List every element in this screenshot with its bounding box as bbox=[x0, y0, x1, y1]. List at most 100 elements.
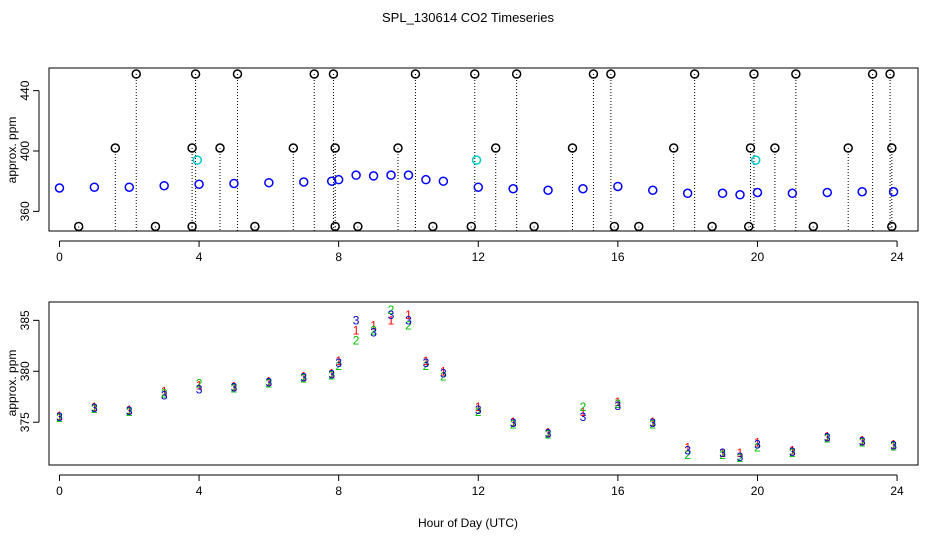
data-point bbox=[187, 221, 197, 232]
data-point-label: 3 bbox=[859, 435, 866, 449]
bottom-x-tick-label: 4 bbox=[196, 484, 203, 498]
bottom-x-tick-label: 16 bbox=[611, 484, 625, 498]
data-point bbox=[353, 221, 363, 232]
data-point-label: 3 bbox=[737, 450, 744, 464]
data-point-label: 2 bbox=[719, 448, 726, 462]
data-point bbox=[333, 174, 344, 185]
data-point bbox=[885, 69, 895, 79]
data-point-label: 3 bbox=[353, 313, 360, 327]
data-point-label: 3 bbox=[388, 308, 395, 322]
data-point bbox=[470, 69, 480, 79]
data-point-label: 3 bbox=[231, 381, 238, 395]
data-point-label: 1 bbox=[196, 379, 203, 393]
top-y-tick-label: 360 bbox=[18, 201, 32, 221]
data-point bbox=[124, 182, 135, 192]
data-point bbox=[466, 221, 477, 232]
data-point bbox=[490, 143, 501, 153]
data-point-label: 1 bbox=[370, 318, 377, 332]
data-point bbox=[707, 221, 717, 232]
data-point-label: 1 bbox=[615, 395, 622, 409]
data-point bbox=[393, 143, 403, 153]
top-y-tick-label: 440 bbox=[18, 80, 32, 100]
data-point-label: 2 bbox=[510, 417, 517, 431]
data-point-label: 1 bbox=[91, 400, 98, 414]
data-point bbox=[578, 183, 588, 194]
data-point-label: 3 bbox=[405, 313, 412, 327]
data-point-label: 1 bbox=[423, 354, 430, 368]
data-point bbox=[808, 221, 819, 232]
data-point-label: 1 bbox=[789, 444, 796, 458]
bottom-x-tick-label: 12 bbox=[472, 484, 486, 498]
top-stems bbox=[78, 74, 893, 231]
bottom-y-tick-label: 380 bbox=[18, 361, 32, 381]
chart-title: SPL_130614 CO2 Timeseries bbox=[382, 10, 554, 25]
data-point-label: 2 bbox=[300, 371, 307, 385]
data-point bbox=[386, 170, 396, 180]
data-point-label: 2 bbox=[231, 382, 238, 396]
data-point-label: 2 bbox=[684, 448, 691, 462]
top-x-tick-label: 0 bbox=[56, 250, 63, 264]
data-point-label: 2 bbox=[126, 405, 133, 419]
data-point bbox=[473, 182, 484, 192]
data-point-label: 3 bbox=[580, 410, 587, 424]
top-x-tick-label: 24 bbox=[890, 250, 904, 264]
data-point-label: 1 bbox=[580, 405, 587, 419]
data-point-label: 2 bbox=[890, 440, 897, 454]
data-point-label: 1 bbox=[440, 364, 447, 378]
data-point bbox=[689, 69, 700, 79]
data-point bbox=[330, 143, 340, 153]
data-point bbox=[567, 143, 578, 153]
data-point bbox=[190, 69, 201, 79]
data-point-label: 2 bbox=[824, 432, 831, 446]
data-point bbox=[54, 183, 65, 193]
data-point bbox=[229, 178, 239, 189]
data-point-label: 1 bbox=[475, 400, 482, 414]
data-point bbox=[438, 176, 449, 186]
data-point-label: 3 bbox=[615, 399, 622, 413]
data-point bbox=[150, 221, 161, 232]
data-point-label: 1 bbox=[56, 409, 63, 423]
data-point-label: 3 bbox=[370, 326, 377, 340]
data-point-label: 3 bbox=[510, 416, 517, 430]
data-point-label: 1 bbox=[405, 308, 412, 322]
data-point bbox=[668, 143, 679, 153]
data-point-label: 3 bbox=[126, 404, 133, 418]
top-x-tick-label: 12 bbox=[472, 250, 486, 264]
data-point bbox=[770, 143, 780, 153]
data-point-label: 1 bbox=[161, 385, 168, 399]
data-point bbox=[750, 155, 761, 165]
data-point bbox=[588, 69, 599, 79]
bottom-x-tick-label: 0 bbox=[56, 484, 63, 498]
data-point bbox=[187, 143, 197, 153]
data-point-label: 1 bbox=[824, 429, 831, 443]
data-point-label: 1 bbox=[126, 403, 133, 417]
data-point-label: 3 bbox=[196, 383, 203, 397]
data-point bbox=[194, 179, 204, 189]
data-point-label: 3 bbox=[824, 430, 831, 444]
data-point bbox=[887, 221, 897, 232]
data-point-label: 3 bbox=[754, 438, 761, 452]
top-x-tick-label: 16 bbox=[611, 250, 625, 264]
data-point bbox=[717, 188, 728, 199]
bottom-plot-frame bbox=[48, 301, 919, 466]
data-point bbox=[634, 221, 644, 232]
data-point-label: 2 bbox=[615, 397, 622, 411]
data-point-label: 2 bbox=[545, 427, 552, 441]
data-point-label: 1 bbox=[353, 324, 360, 338]
data-point bbox=[867, 69, 878, 79]
data-point-label: 2 bbox=[353, 334, 360, 348]
data-point bbox=[368, 171, 379, 181]
data-point bbox=[288, 143, 299, 153]
data-point-label: 1 bbox=[737, 446, 744, 460]
data-point bbox=[511, 69, 522, 79]
data-point-label: 2 bbox=[737, 451, 744, 465]
bottom-x-tick-label: 20 bbox=[751, 484, 765, 498]
data-point bbox=[471, 155, 482, 165]
data-point bbox=[403, 170, 414, 180]
data-point-label: 1 bbox=[266, 374, 273, 388]
bottom-x-tick-label: 24 bbox=[890, 484, 904, 498]
data-point bbox=[73, 221, 84, 232]
data-point-label: 2 bbox=[475, 405, 482, 419]
data-point bbox=[250, 221, 260, 232]
data-point bbox=[326, 176, 337, 186]
